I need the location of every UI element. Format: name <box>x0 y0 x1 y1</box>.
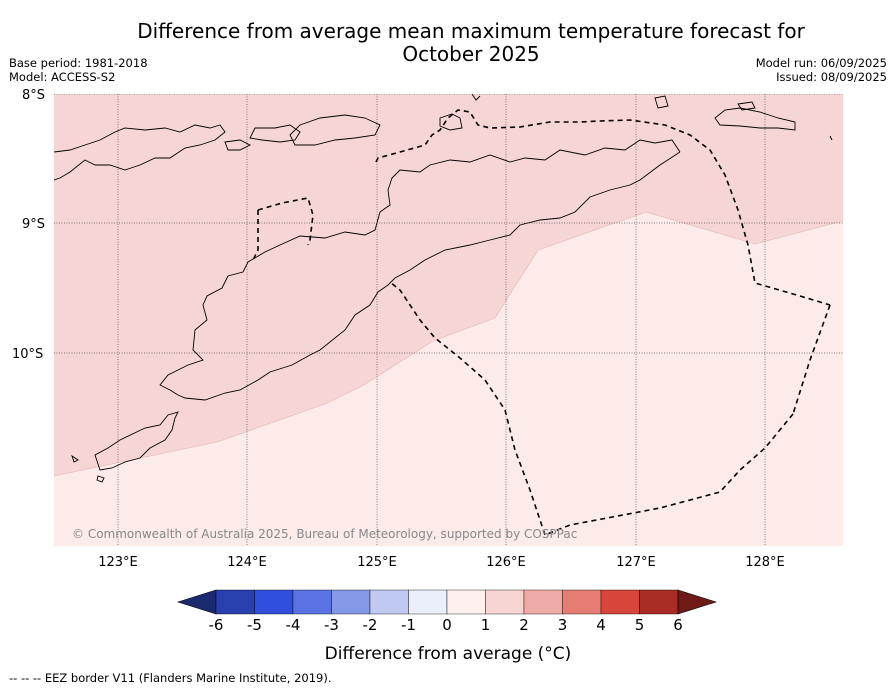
lon-label-123e: 123°E <box>98 555 138 570</box>
small-island-2 <box>96 475 105 483</box>
eez-border-east <box>792 304 831 415</box>
island-northeast-1 <box>654 95 669 109</box>
colorbar-swatch <box>639 589 679 615</box>
colorbar-tick-label: -1 <box>401 616 416 634</box>
colorbar-swatch <box>485 589 525 615</box>
small-island-1 <box>71 454 79 463</box>
model-name: Model: ACCESS-S2 <box>9 70 116 84</box>
colorbar-tick-label: 0 <box>442 616 452 634</box>
anomaly-region-0-1 <box>54 212 843 546</box>
issued-date: Issued: 08/09/2025 <box>776 70 887 84</box>
model-run: Model run: 06/09/2025 <box>755 56 887 70</box>
colorbar-tick-label: -3 <box>324 616 339 634</box>
lon-label-126e: 126°E <box>486 555 526 570</box>
copyright-notice: © Commonwealth of Australia 2025, Bureau… <box>72 527 577 541</box>
colorbar-tick-label: -5 <box>247 616 262 634</box>
colorbar-swatch <box>292 589 332 615</box>
colorbar-tick-label: -2 <box>363 616 378 634</box>
island-northeast-2 <box>714 107 796 131</box>
lat-label-8s: 8°S <box>22 88 45 103</box>
lon-label-125e: 125°E <box>357 555 397 570</box>
coastlines <box>54 94 833 483</box>
colorbar-swatch <box>562 589 602 615</box>
colorbar-tick-label: 2 <box>519 616 529 634</box>
lon-label-124e: 124°E <box>227 555 267 570</box>
colorbar-tick-label: 5 <box>635 616 645 634</box>
eez-border-south <box>389 281 794 537</box>
base-period: Base period: 1981-2018 <box>9 56 148 70</box>
colorbar-swatch <box>215 589 255 615</box>
grid <box>54 94 843 546</box>
colorbar-swatch <box>331 589 371 615</box>
lon-label-127e: 127°E <box>616 555 656 570</box>
colorbar-swatch <box>369 589 409 615</box>
colorbar-tick-label: 1 <box>481 616 491 634</box>
eez-footnote: -- -- -- EEZ border V11 (Flanders Marine… <box>9 671 332 685</box>
eez-borders <box>251 109 831 537</box>
wetar-island <box>289 114 381 146</box>
timor-north-coast <box>159 139 681 396</box>
map-area: © Commonwealth of Australia 2025, Bureau… <box>54 94 843 546</box>
colorbar-swatch <box>446 589 486 615</box>
lat-label-9s: 9°S <box>22 217 45 232</box>
colorbar-tick-label: 4 <box>596 616 606 634</box>
island-northeast-3 <box>737 101 756 111</box>
timor-south-coast <box>177 151 681 401</box>
colorbar-tick-label: 3 <box>558 616 568 634</box>
chart-title: Difference from average mean maximum tem… <box>137 19 805 66</box>
meta-left: Base period: 1981-2018 Model: ACCESS-S2 <box>9 56 148 84</box>
anomaly-contour <box>54 211 843 477</box>
colorbar: -6 -5 -4 -3 -2 -1 0 1 2 3 4 5 6 <box>177 589 717 634</box>
alor-island <box>249 124 301 143</box>
pantar-island <box>224 139 252 151</box>
colorbar-extend-low <box>177 589 217 615</box>
eez-border-north <box>375 109 831 306</box>
colorbar-title: Difference from average (°C) <box>325 644 572 664</box>
colorbar-tick-label: -6 <box>209 616 224 634</box>
lat-label-10s: 10°S <box>12 347 43 362</box>
meta-right: Model run: 06/09/2025 Issued: 08/09/2025 <box>756 56 887 84</box>
colorbar-swatch <box>523 589 563 615</box>
lon-label-128e: 128°E <box>745 555 785 570</box>
rote-island <box>94 411 179 471</box>
colorbar-extend-high <box>677 589 717 615</box>
colorbar-tick-label: -4 <box>286 616 301 634</box>
colorbar-swatch <box>408 589 448 615</box>
colorbar-swatch <box>254 589 294 615</box>
colorbar-tick-label: 6 <box>673 616 683 634</box>
eez-border-oecusse-west <box>251 210 259 263</box>
eez-border-oecusse <box>257 197 314 246</box>
islet-east <box>829 135 833 141</box>
islet-north <box>471 94 481 101</box>
colorbar-swatch <box>600 589 640 615</box>
flores-island <box>54 124 226 181</box>
